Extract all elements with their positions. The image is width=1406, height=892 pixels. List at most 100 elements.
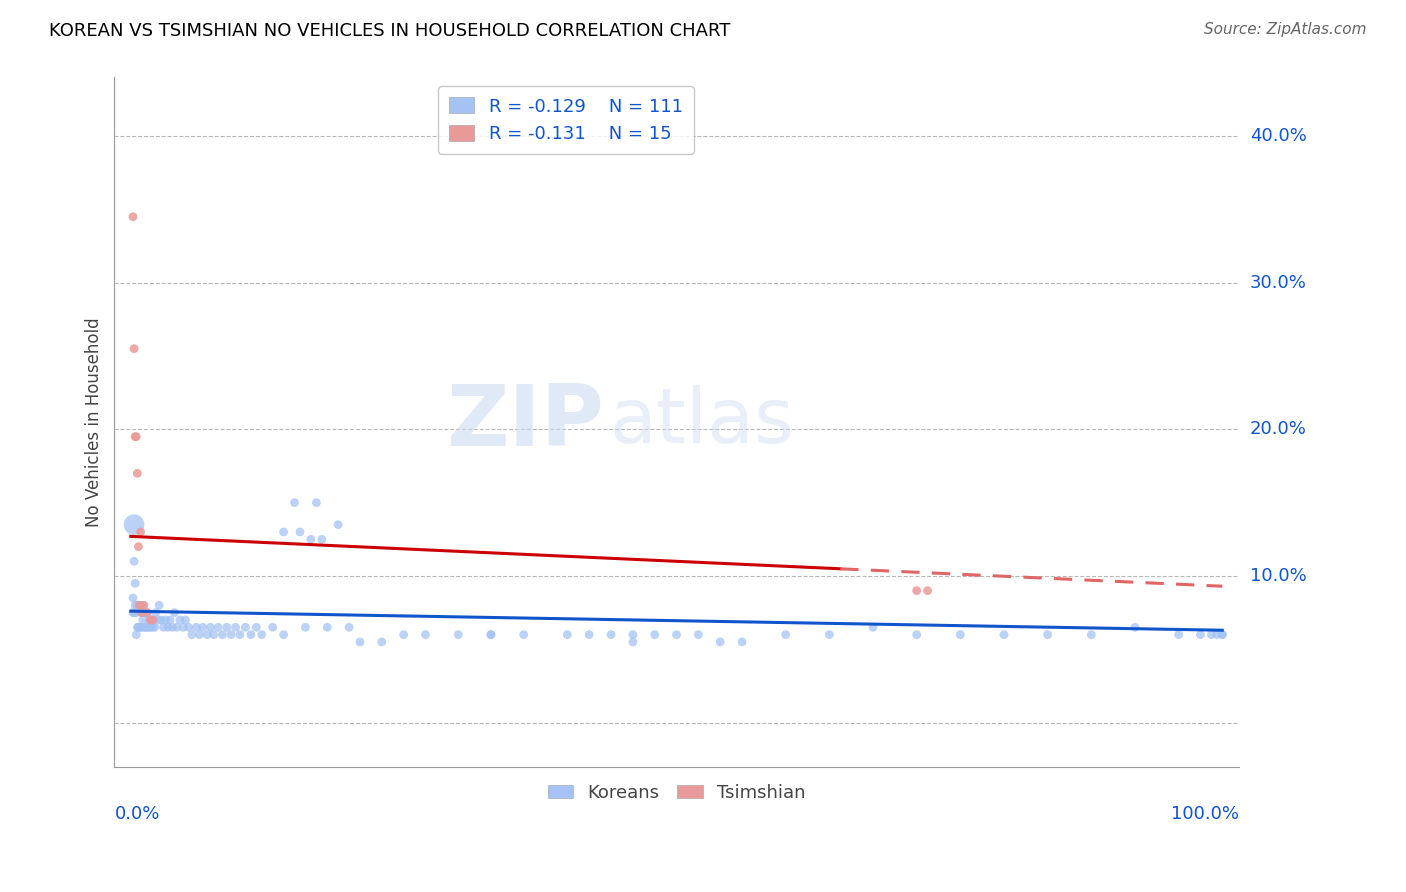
Point	[125, 606, 148, 620]
Point	[294, 620, 316, 634]
Point	[142, 613, 165, 627]
Point	[949, 627, 972, 641]
Point	[316, 620, 339, 634]
Text: 100.0%: 100.0%	[1171, 805, 1239, 823]
Point	[195, 627, 218, 641]
Point	[993, 627, 1015, 641]
Text: 40.0%: 40.0%	[1250, 127, 1306, 145]
Point	[621, 635, 644, 649]
Point	[731, 635, 754, 649]
Point	[136, 606, 159, 620]
Point	[143, 620, 166, 634]
Point	[128, 620, 150, 634]
Point	[245, 620, 267, 634]
Point	[688, 627, 710, 641]
Point	[127, 540, 149, 554]
Point	[122, 517, 145, 532]
Point	[239, 627, 262, 641]
Y-axis label: No Vehicles in Household: No Vehicles in Household	[86, 318, 103, 527]
Point	[1123, 620, 1146, 634]
Point	[262, 620, 284, 634]
Point	[328, 517, 350, 532]
Point	[141, 613, 163, 627]
Point	[127, 599, 149, 613]
Text: ZIP: ZIP	[446, 381, 603, 464]
Point	[665, 627, 688, 641]
Point	[299, 533, 322, 547]
Point	[127, 467, 149, 481]
Point	[142, 613, 165, 627]
Point	[139, 620, 162, 634]
Point	[305, 496, 328, 510]
Point	[211, 627, 233, 641]
Point	[132, 599, 155, 613]
Point	[1036, 627, 1059, 641]
Point	[1211, 627, 1233, 641]
Point	[600, 627, 623, 641]
Text: 10.0%: 10.0%	[1250, 567, 1306, 585]
Point	[132, 613, 155, 627]
Point	[479, 627, 502, 641]
Point	[207, 620, 229, 634]
Point	[163, 606, 186, 620]
Point	[125, 430, 148, 444]
Point	[127, 620, 149, 634]
Point	[134, 620, 156, 634]
Point	[219, 627, 242, 641]
Point	[415, 627, 437, 641]
Point	[122, 554, 145, 568]
Point	[905, 627, 928, 641]
Point	[273, 627, 295, 641]
Point	[124, 599, 146, 613]
Point	[159, 613, 181, 627]
Point	[1201, 627, 1223, 641]
Point	[311, 533, 333, 547]
Text: Source: ZipAtlas.com: Source: ZipAtlas.com	[1204, 22, 1367, 37]
Point	[138, 613, 160, 627]
Point	[135, 606, 157, 620]
Point	[131, 606, 153, 620]
Point	[479, 627, 502, 641]
Point	[250, 627, 273, 641]
Point	[145, 606, 167, 620]
Point	[229, 627, 252, 641]
Point	[122, 606, 145, 620]
Point	[136, 606, 159, 620]
Point	[142, 620, 165, 634]
Point	[129, 599, 152, 613]
Point	[215, 620, 238, 634]
Point	[235, 620, 257, 634]
Point	[621, 627, 644, 641]
Point	[191, 620, 214, 634]
Point	[152, 620, 174, 634]
Point	[644, 627, 666, 641]
Point	[512, 627, 534, 641]
Point	[202, 627, 225, 641]
Point	[125, 627, 148, 641]
Point	[225, 620, 247, 634]
Point	[180, 627, 202, 641]
Text: 20.0%: 20.0%	[1250, 420, 1306, 438]
Point	[862, 620, 884, 634]
Point	[162, 620, 184, 634]
Point	[129, 620, 152, 634]
Point	[139, 613, 162, 627]
Point	[188, 627, 211, 641]
Point	[132, 606, 155, 620]
Point	[273, 524, 295, 539]
Point	[132, 620, 155, 634]
Point	[818, 627, 841, 641]
Point	[128, 599, 150, 613]
Point	[131, 620, 153, 634]
Point	[127, 599, 149, 613]
Point	[392, 627, 415, 641]
Text: atlas: atlas	[609, 385, 794, 459]
Point	[122, 210, 145, 224]
Point	[146, 613, 169, 627]
Point	[337, 620, 360, 634]
Point	[136, 620, 159, 634]
Point	[122, 591, 145, 605]
Point	[169, 613, 191, 627]
Point	[166, 620, 188, 634]
Point	[905, 583, 928, 598]
